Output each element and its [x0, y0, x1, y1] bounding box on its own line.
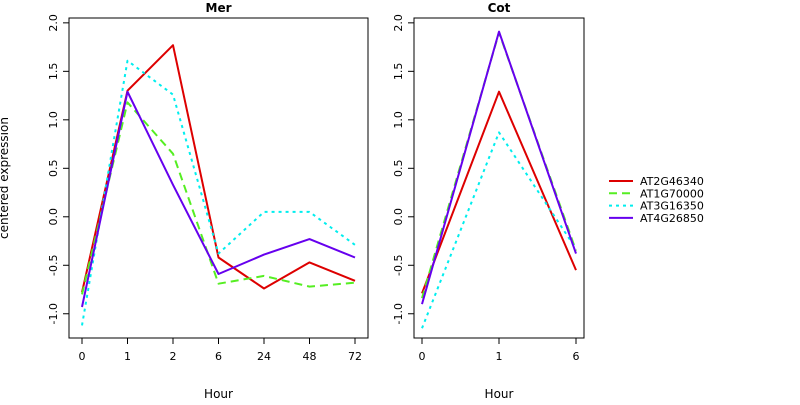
y-tick-label: -1.0	[392, 303, 405, 324]
series-line-at4g26850	[81, 90, 356, 308]
x-axis-title: Hour	[204, 387, 233, 400]
y-tick-label: -0.5	[392, 255, 405, 276]
y-axis-title: centered expression	[0, 117, 11, 239]
x-tick-label: 1	[496, 350, 503, 363]
y-tick-label: -0.5	[47, 255, 60, 276]
plot-frame	[413, 17, 585, 339]
series-line-at2g46340	[81, 44, 356, 293]
x-tick-label: 0	[79, 350, 86, 363]
panel-title: Mer	[206, 1, 232, 15]
series-line-at4g26850	[421, 30, 577, 305]
series-line-at2g46340	[421, 90, 577, 294]
y-tick-label: 0.5	[392, 160, 405, 178]
x-tick-label: 24	[257, 350, 271, 363]
y-tick-label: 2.0	[392, 14, 405, 32]
series-line-at3g16350	[81, 59, 356, 326]
x-tick-label: 2	[170, 350, 177, 363]
chart-panel-mer: Mer -1.0 -0.5 0.0 0.5 1.0 1.5 2.0 0 1 2 6 24 48 72 Hour	[47, 1, 369, 401]
y-tick-label: 1.0	[47, 111, 60, 128]
legend-label: AT1G70000	[640, 187, 704, 200]
series-line-at3g16350	[421, 131, 577, 329]
panel-title: Cot	[488, 1, 511, 15]
y-tick-label: 1.5	[392, 63, 405, 81]
y-tick-label: 0.5	[47, 160, 60, 178]
legend-label: AT2G46340	[640, 175, 704, 188]
y-tick-label: 2.0	[47, 14, 60, 32]
y-tick-label: 0.0	[392, 208, 405, 226]
x-tick-label: 1	[124, 350, 131, 363]
y-tick-label: 1.0	[392, 111, 405, 128]
series-line-at1g70000	[81, 101, 356, 295]
legend-label: AT4G26850	[640, 212, 704, 225]
y-tick-label: -1.0	[47, 303, 60, 324]
legend-label: AT3G16350	[640, 200, 704, 213]
x-axis-title: Hour	[485, 387, 514, 400]
series-line-at1g70000	[421, 31, 577, 299]
chart-panel-cot: Cot -1.0 -0.5 0.0 0.5 1.0 1.5 2.0 0 1 6 Hour	[392, 1, 585, 401]
x-tick-label: 6	[215, 350, 222, 363]
plot-frame	[68, 17, 369, 339]
x-tick-label: 6	[573, 350, 580, 363]
y-tick-label: 1.5	[47, 63, 60, 81]
x-tick-label: 48	[303, 350, 317, 363]
y-tick-label: 0.0	[47, 208, 60, 226]
x-tick-label: 72	[348, 350, 362, 363]
x-tick-label: 0	[419, 350, 426, 363]
